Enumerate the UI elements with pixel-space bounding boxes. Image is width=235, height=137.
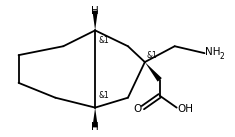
Polygon shape: [92, 108, 98, 127]
Polygon shape: [92, 11, 98, 30]
Text: &1: &1: [98, 91, 109, 100]
Text: OH: OH: [178, 104, 194, 114]
Text: H: H: [91, 6, 99, 16]
Text: &1: &1: [147, 51, 158, 60]
Text: O: O: [134, 104, 142, 114]
Text: &1: &1: [98, 36, 109, 45]
Text: 2: 2: [219, 52, 224, 61]
Polygon shape: [145, 62, 162, 82]
Text: H: H: [91, 122, 99, 132]
Text: NH: NH: [205, 47, 221, 57]
